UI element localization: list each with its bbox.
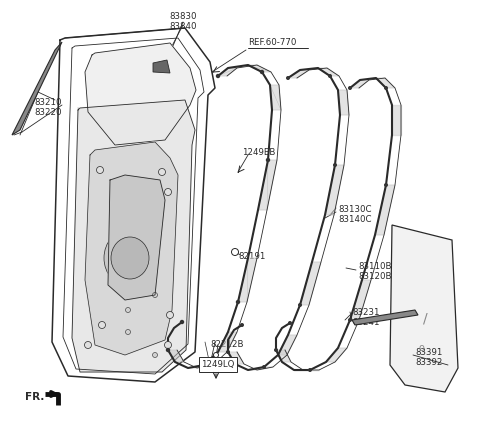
- Polygon shape: [350, 280, 371, 320]
- Polygon shape: [326, 348, 347, 362]
- Polygon shape: [218, 68, 237, 76]
- FancyBboxPatch shape: [199, 357, 237, 372]
- Polygon shape: [278, 335, 297, 355]
- Circle shape: [165, 188, 171, 196]
- Circle shape: [298, 303, 302, 307]
- Polygon shape: [350, 80, 369, 88]
- Text: 83210
83220: 83210 83220: [34, 98, 62, 117]
- Text: 82191: 82191: [238, 252, 265, 261]
- Polygon shape: [108, 175, 165, 300]
- Polygon shape: [218, 332, 237, 352]
- Text: 83231
83241: 83231 83241: [352, 308, 380, 327]
- Circle shape: [98, 321, 106, 329]
- Circle shape: [84, 342, 92, 348]
- Circle shape: [348, 86, 352, 90]
- Polygon shape: [248, 65, 271, 72]
- Circle shape: [226, 350, 230, 354]
- Polygon shape: [153, 60, 170, 73]
- Circle shape: [167, 312, 173, 318]
- Polygon shape: [375, 185, 395, 235]
- Circle shape: [153, 353, 157, 357]
- Polygon shape: [238, 258, 257, 302]
- Text: 82212B: 82212B: [210, 340, 243, 349]
- Circle shape: [158, 169, 166, 175]
- Circle shape: [260, 70, 264, 74]
- Circle shape: [288, 321, 292, 325]
- Polygon shape: [300, 262, 321, 305]
- Polygon shape: [325, 165, 344, 215]
- Circle shape: [384, 86, 388, 90]
- Polygon shape: [248, 367, 273, 370]
- Text: 83830
83840: 83830 83840: [169, 12, 197, 31]
- Circle shape: [166, 348, 170, 352]
- Circle shape: [333, 163, 337, 167]
- Circle shape: [180, 320, 184, 324]
- Circle shape: [308, 368, 312, 372]
- Text: FR.: FR.: [25, 392, 44, 402]
- Ellipse shape: [111, 237, 149, 279]
- Text: 1249LQ: 1249LQ: [201, 360, 235, 369]
- Polygon shape: [270, 85, 281, 110]
- Text: 83130C
83140C: 83130C 83140C: [338, 205, 372, 224]
- Polygon shape: [352, 310, 418, 325]
- Polygon shape: [392, 105, 401, 135]
- Circle shape: [96, 166, 104, 173]
- Text: 1249EB: 1249EB: [242, 148, 276, 157]
- Circle shape: [125, 330, 131, 335]
- Ellipse shape: [104, 229, 156, 287]
- Polygon shape: [85, 142, 178, 355]
- Polygon shape: [318, 68, 339, 76]
- Circle shape: [231, 249, 239, 256]
- Polygon shape: [376, 78, 395, 88]
- Text: o: o: [418, 343, 424, 353]
- Circle shape: [266, 158, 270, 162]
- Circle shape: [262, 365, 266, 369]
- Polygon shape: [168, 350, 184, 362]
- Polygon shape: [228, 352, 244, 364]
- Polygon shape: [12, 42, 62, 135]
- Polygon shape: [258, 160, 277, 210]
- Circle shape: [274, 348, 278, 352]
- Circle shape: [202, 363, 206, 367]
- Circle shape: [153, 292, 157, 297]
- Text: /: /: [423, 311, 427, 325]
- Text: REF.60-770: REF.60-770: [248, 38, 296, 47]
- Polygon shape: [188, 365, 213, 368]
- Circle shape: [236, 300, 240, 304]
- Text: 83391
83392: 83391 83392: [415, 348, 443, 367]
- Circle shape: [165, 342, 171, 348]
- Circle shape: [216, 74, 220, 78]
- Circle shape: [125, 307, 131, 312]
- Circle shape: [240, 323, 244, 327]
- Circle shape: [384, 183, 388, 187]
- Circle shape: [328, 74, 332, 78]
- Polygon shape: [288, 70, 309, 78]
- Text: 83110B
83120B: 83110B 83120B: [358, 262, 392, 281]
- Polygon shape: [390, 225, 458, 392]
- Polygon shape: [85, 43, 196, 145]
- Polygon shape: [72, 100, 195, 372]
- Circle shape: [214, 353, 218, 357]
- Circle shape: [286, 76, 290, 80]
- Polygon shape: [338, 90, 349, 115]
- Polygon shape: [276, 350, 291, 362]
- Circle shape: [348, 318, 352, 322]
